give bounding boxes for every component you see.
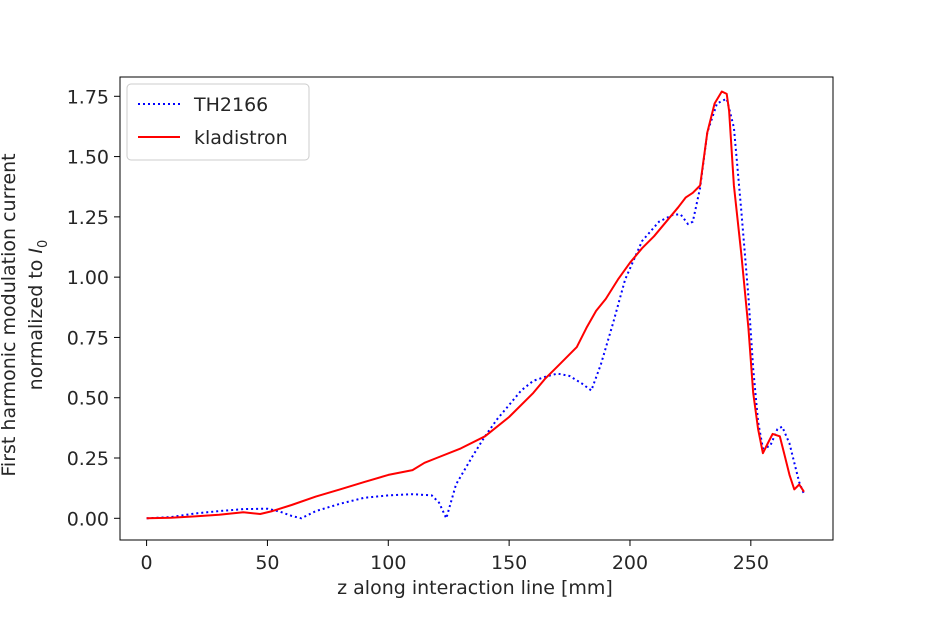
y-axis-ticks: 0.00 0.25 0.50 0.75 1.00 1.25 1.50 1.75 bbox=[67, 86, 120, 530]
y-tick-label: 0.75 bbox=[67, 327, 109, 349]
y-tick-label: 0.50 bbox=[67, 388, 109, 410]
y-tick-label: 1.00 bbox=[67, 267, 109, 289]
y-axis-label-second-line: normalized to I0 bbox=[25, 240, 51, 391]
y-axis-label-line2: normalized to bbox=[25, 254, 47, 391]
y-tick-label: 1.50 bbox=[67, 147, 109, 169]
y-axis-label: First harmonic modulation current bbox=[0, 153, 20, 476]
x-tick-label: 100 bbox=[370, 552, 406, 574]
legend-box bbox=[126, 83, 310, 161]
legend-label-kladistron: kladistron bbox=[194, 127, 288, 149]
x-axis-ticks: 0 50 100 150 200 250 bbox=[141, 540, 769, 574]
y-axis-label-subscript: 0 bbox=[36, 240, 51, 248]
y-axis-label-line1: First harmonic modulation current bbox=[0, 153, 20, 476]
y-axis-label-symbol: I bbox=[25, 248, 47, 254]
plot-frame bbox=[119, 76, 834, 541]
x-tick-label: 200 bbox=[612, 552, 648, 574]
y-tick-label: 0.00 bbox=[67, 508, 109, 530]
series-line-th2166 bbox=[146, 97, 805, 520]
x-axis-label: z along interaction line [mm] bbox=[337, 577, 613, 599]
series-layer bbox=[146, 90, 805, 520]
legend-label-th2166: TH2166 bbox=[193, 94, 268, 116]
y-tick-label: 1.25 bbox=[67, 207, 109, 229]
y-tick-label: 1.75 bbox=[67, 86, 109, 108]
x-tick-label: 150 bbox=[491, 552, 527, 574]
x-tick-label: 250 bbox=[733, 552, 769, 574]
legend: TH2166 kladistron bbox=[126, 83, 310, 161]
x-tick-label: 50 bbox=[255, 552, 279, 574]
y-tick-label: 0.25 bbox=[67, 448, 109, 470]
series-line-kladistron bbox=[146, 90, 805, 520]
x-tick-label: 0 bbox=[141, 552, 153, 574]
